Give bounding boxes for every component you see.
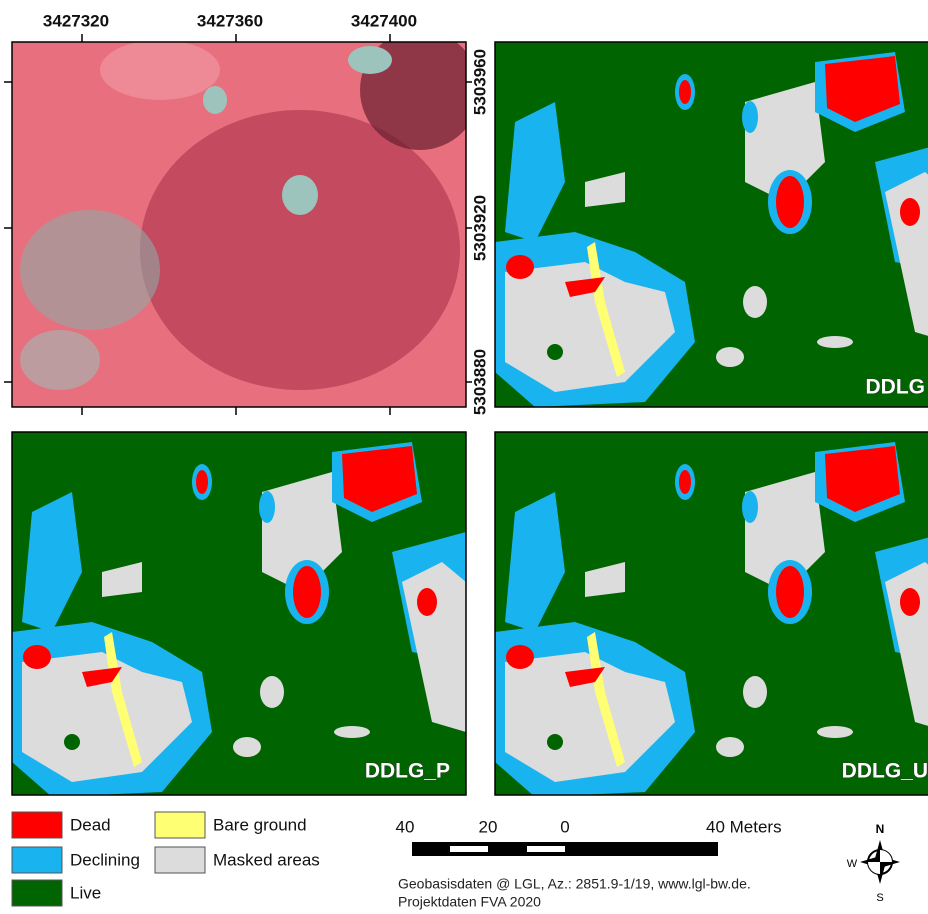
credit: Projektdaten FVA 2020 [398,894,541,910]
classification-map [495,432,928,797]
panel-label: DDLG [866,376,926,399]
legend-label: Live [70,883,101,902]
legend-label: Masked areas [213,850,320,869]
classification-map [12,432,466,797]
y-coord-label: 5303960 [470,49,489,115]
credit: Geobasisdaten @ LGL, Az.: 2851.9-1/19, w… [398,876,751,892]
scale-bar [412,842,718,856]
panel-label: DDLG_P [365,760,450,783]
legend-label: Bare ground [213,815,307,834]
legend-swatch [155,847,205,873]
x-coord-label: 3427360 [197,11,263,30]
north-arrow [860,840,900,884]
scale-label: 0 [560,817,569,836]
figure: DDLG DDLG_P DDLG_U 40 20 0 40 Meters N W… [0,0,928,914]
legend-label: Dead [70,815,111,834]
y-coord-label: 5303880 [470,349,489,415]
legend-swatch [12,812,62,838]
false-color-image [12,30,480,407]
x-coord-label: 3427400 [351,11,417,30]
scale-label: 40 Meters [706,817,782,836]
panel-label: DDLG_U [842,760,928,783]
legend-swatch [12,847,62,873]
compass-label: W [847,858,858,870]
y-coord-label: 5303920 [470,195,489,261]
legend-swatch [155,812,205,838]
classification-map [495,42,928,407]
scale-label: 20 [479,817,498,836]
compass-label: N [876,822,885,836]
compass-label: S [876,892,883,904]
scale-label: 40 [396,817,415,836]
x-coord-label: 3427320 [43,11,109,30]
legend-label: Declining [70,850,140,869]
legend-swatch [12,880,62,906]
